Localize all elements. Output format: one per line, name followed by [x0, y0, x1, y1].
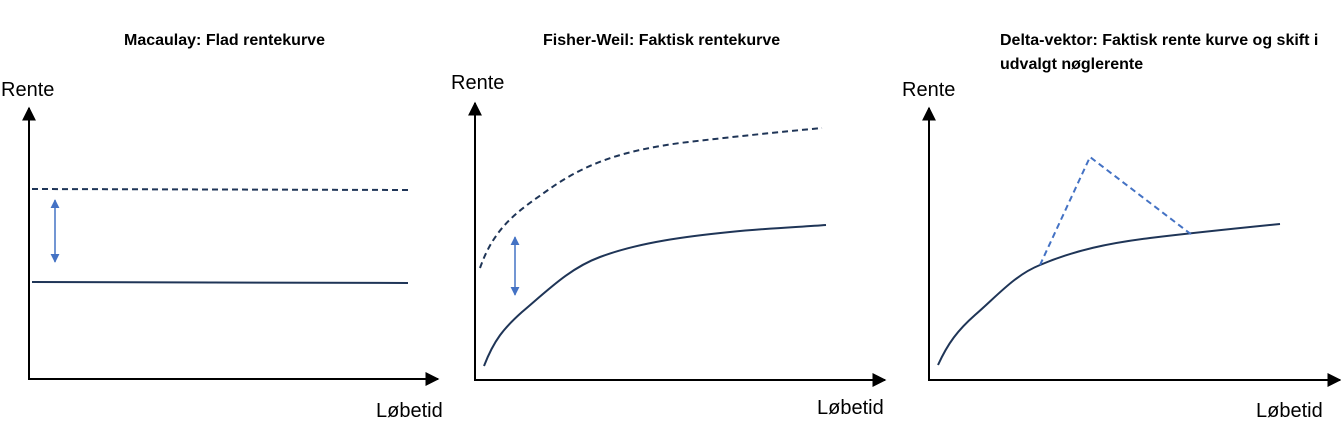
panel-fisher-weil — [468, 101, 887, 387]
panel-macaulay-title: Macaulay: Flad rentekurve — [124, 32, 325, 49]
macaulay-curve — [31, 281, 409, 284]
fisher-weil-y-axis-label: Rente — [451, 72, 505, 94]
delta-vector-curve — [937, 223, 1281, 366]
fisher-weil-curve — [483, 224, 827, 367]
panel-delta-vector — [922, 106, 1341, 387]
delta-vector-key-rate-shift — [1039, 155, 1193, 266]
fisher-weil-shifted-curve — [479, 127, 823, 269]
macaulay-y-axis-label: Rente — [1, 79, 55, 101]
macaulay-x-axis-label: Løbetid — [376, 400, 443, 422]
fisher-weil-x-axis-label: Løbetid — [817, 397, 884, 419]
panel-macaulay — [22, 106, 440, 386]
panel-delta-vector-title: Delta-vektor: Faktisk rente kurve og ski… — [1000, 32, 1319, 73]
panel-fisher-weil-title: Fisher-Weil: Faktisk rentekurve — [543, 32, 781, 49]
macaulay-shifted-curve — [31, 188, 409, 191]
delta-vector-y-axis-label: Rente — [902, 79, 956, 101]
delta-vector-x-axis-label: Løbetid — [1256, 400, 1323, 422]
